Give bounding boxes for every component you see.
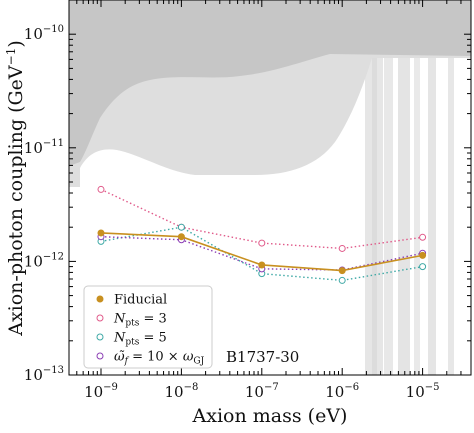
x-tick-label-0-exp: −9 — [103, 382, 118, 393]
series-0-point — [97, 229, 105, 237]
y-axis-label-close: ) — [5, 40, 27, 47]
x-tick-label-0: 10−9 — [84, 382, 118, 401]
exclusion-band-2 — [372, 0, 377, 375]
legend-box — [83, 285, 213, 369]
legend-label-part: pts — [125, 319, 139, 329]
y-tick-label-0-base: 10 — [24, 366, 43, 384]
legend-label-part: ω — [183, 350, 194, 365]
series-1-point — [97, 185, 105, 193]
y-axis-label: Axion-photon coupling (GeV−1) — [4, 40, 27, 337]
exclusion-band-7 — [448, 0, 454, 375]
series-0-point — [338, 267, 346, 275]
legend-label-part: = 5 — [139, 331, 166, 346]
y-tick-label-2-base: 10 — [24, 139, 43, 157]
x-tick-label-3-exp: −6 — [344, 382, 359, 393]
x-tick-label-4-base: 10 — [406, 383, 425, 401]
y-axis-label-sup: −1 — [4, 48, 18, 66]
legend-label-3: ω̃f = 10 × ωGJ — [114, 350, 205, 367]
y-tick-label-0: 10−13 — [24, 365, 64, 384]
plot-frame — [68, 0, 472, 376]
y-tick-label-3-exp: −10 — [43, 24, 64, 35]
y-tick-label-2: 10−11 — [24, 138, 64, 157]
x-axis-label: Axion mass (eV) — [192, 405, 348, 427]
x-tick-label-2-base: 10 — [245, 383, 264, 401]
legend-label-0: Fiducial — [114, 293, 167, 308]
x-tick-label-0-base: 10 — [84, 383, 103, 401]
x-tick-label-2-exp: −7 — [264, 382, 279, 393]
legend-label-part: N — [113, 312, 126, 327]
y-tick-label-1-base: 10 — [24, 252, 43, 270]
exclusion-region-dark — [69, 0, 471, 166]
legend-label-part: Fiducial — [114, 293, 167, 308]
x-tick-label-2: 10−7 — [245, 382, 279, 401]
legend-label-part: pts — [125, 338, 139, 348]
series-1-point — [258, 239, 266, 247]
y-tick-label-3: 10−10 — [24, 24, 64, 43]
x-tick-label-1-base: 10 — [164, 383, 183, 401]
y-tick-label-0-exp: −13 — [43, 365, 64, 376]
x-tick-label-1: 10−8 — [164, 382, 198, 401]
legend-label-1: Npts = 3 — [113, 312, 167, 329]
x-tick-label-3-base: 10 — [325, 383, 344, 401]
y-tick-label-3-base: 10 — [24, 25, 43, 43]
exclusion-band-3 — [384, 0, 393, 375]
series-1-point — [419, 233, 427, 241]
y-tick-label-2-exp: −11 — [43, 138, 64, 149]
legend-label-part: = 3 — [139, 312, 166, 327]
legend-label-part: GJ — [193, 357, 204, 367]
exclusion-band-6 — [428, 0, 436, 375]
pulsar-label: B1737-30 — [226, 348, 299, 366]
legend-label-part: f — [124, 357, 130, 367]
series-2-point — [177, 223, 185, 231]
legend-marker-3 — [96, 352, 104, 360]
x-tick-label-4-exp: −5 — [425, 382, 440, 393]
y-tick-label-1-exp: −12 — [43, 251, 64, 262]
legend-label-part: = 10 × — [128, 350, 183, 365]
legend-label-part: ω̃ — [114, 350, 125, 365]
data-series — [97, 185, 427, 284]
series-0-point — [177, 233, 185, 241]
legend-marker-1 — [96, 314, 104, 322]
legend-label-2: Npts = 5 — [113, 331, 167, 348]
y-axis-label-main: Axion-photon coupling (GeV — [5, 65, 27, 337]
exclusion-band-5 — [414, 0, 420, 375]
y-tick-label-1: 10−12 — [24, 251, 64, 270]
x-tick-label-1-exp: −8 — [184, 382, 199, 393]
legend-marker-2 — [96, 333, 104, 341]
exclusion-band-4 — [398, 0, 410, 375]
series-0-point — [419, 251, 427, 259]
series-1-point — [338, 244, 346, 252]
x-tick-label-3: 10−6 — [325, 382, 359, 401]
legend-label-part: N — [113, 331, 126, 346]
series-0-point — [258, 261, 266, 269]
series-2-point — [338, 276, 346, 284]
exclusion-regions — [69, 0, 471, 375]
legend-marker-0 — [96, 295, 104, 303]
series-2-point — [419, 263, 427, 271]
x-tick-label-4: 10−5 — [406, 382, 440, 401]
